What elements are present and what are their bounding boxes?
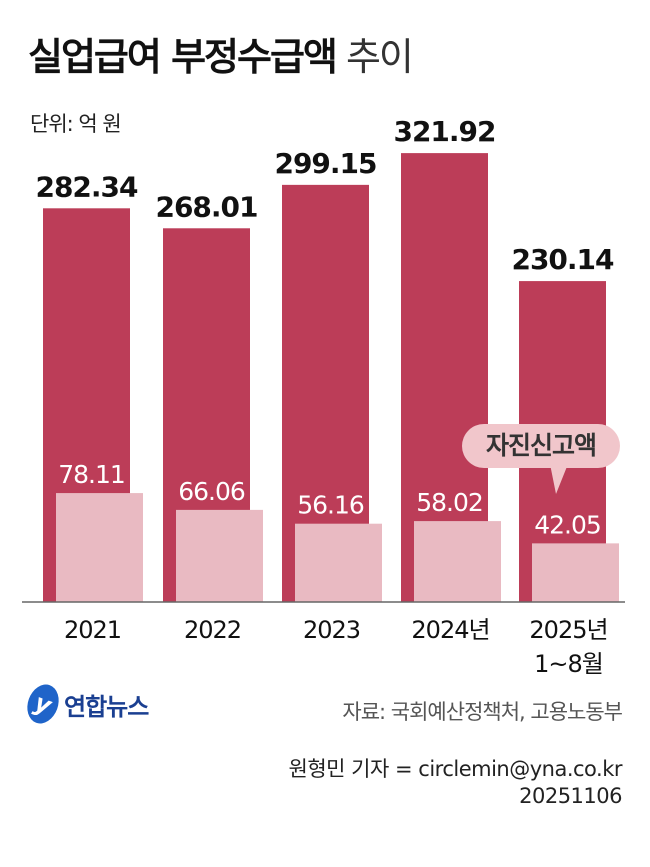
source-text: 자료: 국회예산정책처, 고용노동부 — [342, 700, 623, 724]
chart-title: 실업급여 부정수급액 추이 — [28, 26, 414, 81]
title-main: 실업급여 부정수급액 — [28, 35, 338, 79]
label-total: 268.01 — [155, 190, 257, 223]
x-tick-label: 2022 — [184, 616, 241, 644]
logo-icon: y — [22, 680, 64, 728]
credits: 원형민 기자 = circlemin@yna.co.kr 20251106 — [288, 756, 623, 810]
label-self-report: 78.11 — [58, 460, 125, 489]
bar-chart: 282.34 268.01 299.15 321.92 230.14 78.11 66.06… — [22, 115, 625, 678]
x-tick-label: 2025년 — [529, 616, 607, 644]
yonhap-logo: y 연합뉴스 — [22, 680, 149, 728]
bar-self-report — [414, 521, 501, 602]
callout-self-report: 자진신고액 — [462, 424, 620, 494]
bar-self-report — [176, 509, 263, 602]
date: 20251106 — [519, 784, 622, 808]
label-total: 321.92 — [393, 115, 495, 148]
label-self-report: 58.02 — [416, 488, 483, 517]
logo-text: 연합뉴스 — [64, 692, 149, 721]
bar-self-report — [295, 523, 382, 602]
label-self-report: 42.05 — [534, 510, 601, 539]
reporter: 원형민 기자 = circlemin@yna.co.kr — [288, 757, 623, 781]
label-total: 282.34 — [35, 170, 138, 203]
x-tick-label: 2023 — [303, 616, 360, 644]
x-tick-label: 2024년 — [411, 616, 489, 644]
bar-self-report — [532, 543, 619, 602]
label-total: 230.14 — [511, 243, 614, 276]
label-self-report: 66.06 — [178, 477, 245, 506]
x-tick-label: 1~8월 — [534, 650, 603, 678]
label-total: 299.15 — [274, 147, 376, 180]
title-sub: 추이 — [345, 35, 414, 79]
bar-self-report — [56, 493, 143, 602]
label-self-report: 56.16 — [297, 491, 364, 520]
unit-label: 단위: 억 원 — [30, 112, 122, 136]
x-tick-label: 2021 — [64, 616, 121, 644]
